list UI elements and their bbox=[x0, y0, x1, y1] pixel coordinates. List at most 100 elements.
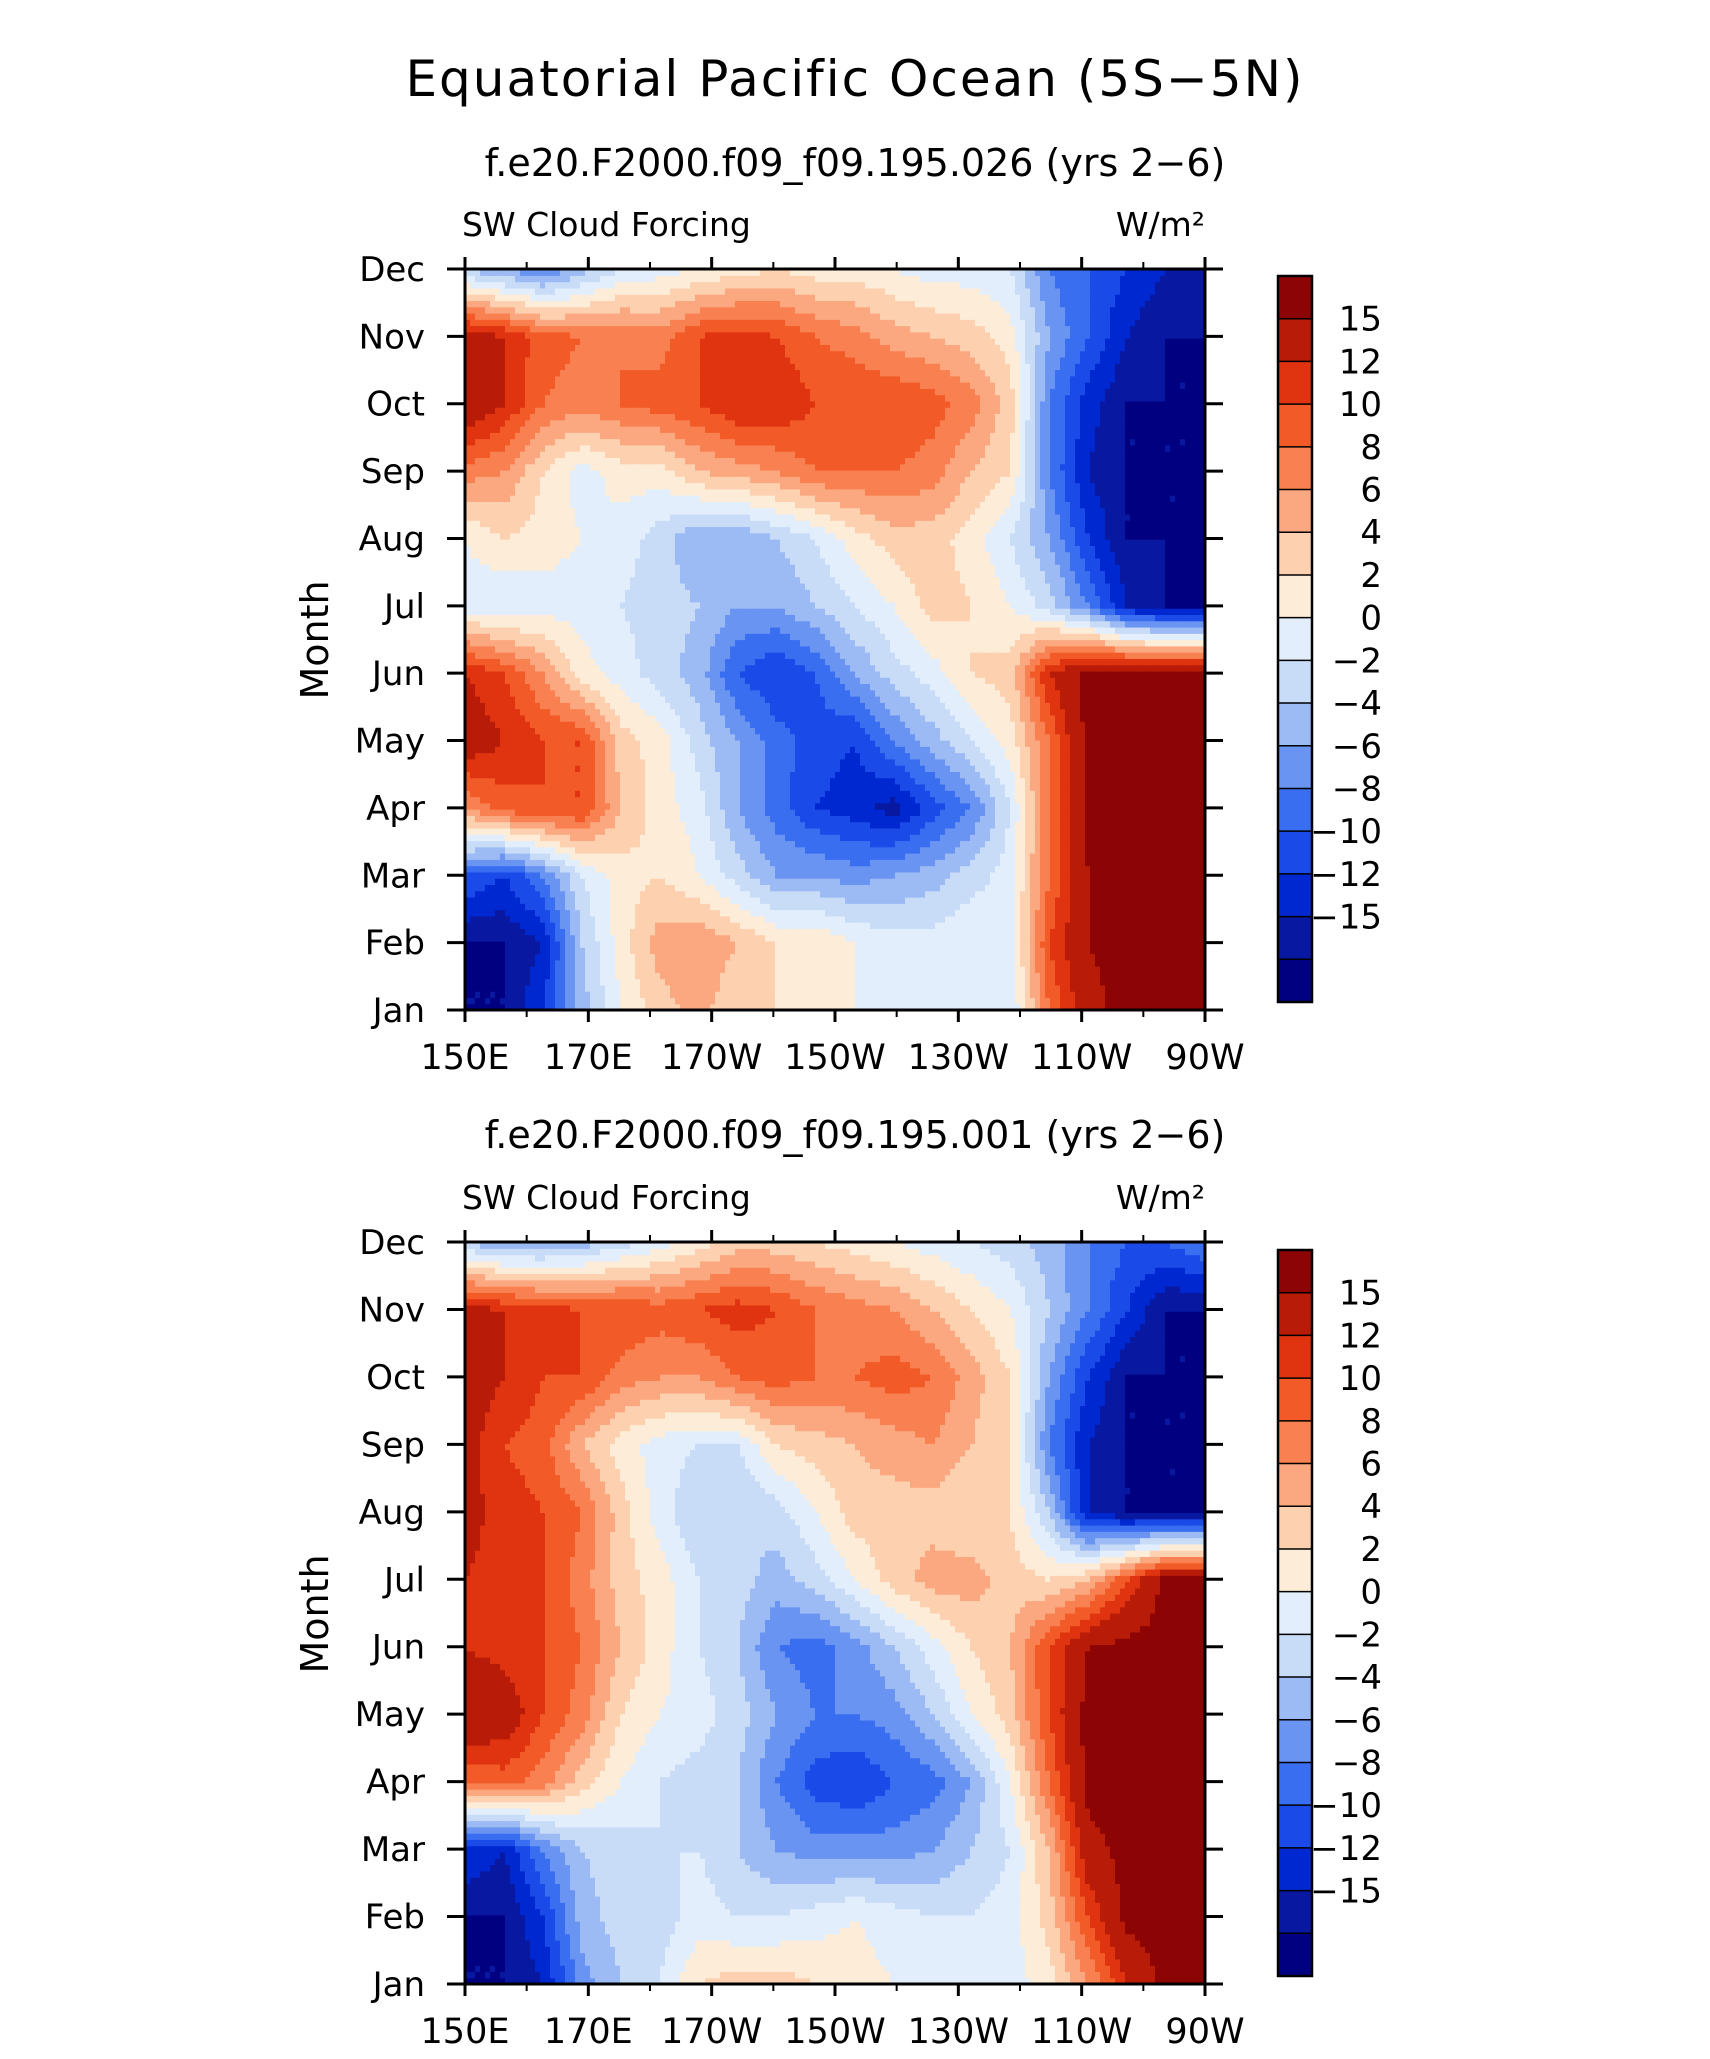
heatmap-cell bbox=[1065, 960, 1071, 967]
heatmap-cell bbox=[785, 815, 791, 822]
heatmap-cell bbox=[1090, 922, 1096, 929]
heatmap-cell bbox=[800, 803, 806, 810]
heatmap-cell bbox=[1070, 960, 1076, 967]
heatmap-cell bbox=[565, 947, 571, 954]
heatmap-cell bbox=[690, 953, 696, 960]
heatmap-cell bbox=[690, 947, 696, 954]
heatmap-cell bbox=[560, 834, 566, 841]
heatmap-cell bbox=[1040, 809, 1046, 816]
heatmap-cell bbox=[610, 884, 616, 891]
heatmap-cell bbox=[1010, 979, 1016, 986]
heatmap-cell bbox=[760, 809, 766, 816]
heatmap-cell bbox=[520, 897, 526, 904]
heatmap-cell bbox=[510, 953, 516, 960]
heatmap-cell bbox=[575, 847, 581, 854]
heatmap-cell bbox=[720, 991, 726, 998]
heatmap-cell bbox=[620, 859, 626, 866]
heatmap-cell bbox=[1180, 803, 1186, 810]
heatmap-cell bbox=[985, 897, 991, 904]
heatmap-cell bbox=[1115, 822, 1121, 829]
heatmap-cell bbox=[555, 828, 561, 835]
heatmap-cell bbox=[1185, 809, 1191, 816]
heatmap-cell bbox=[635, 916, 641, 923]
heatmap-cell bbox=[470, 966, 476, 973]
heatmap-cell bbox=[1075, 991, 1081, 998]
heatmap-cell bbox=[1000, 796, 1006, 803]
heatmap-cell bbox=[635, 972, 641, 979]
heatmap-cell bbox=[1040, 910, 1046, 917]
heatmap-cell bbox=[830, 960, 836, 967]
heatmap-cell bbox=[1110, 815, 1116, 822]
heatmap-cell bbox=[760, 878, 766, 885]
heatmap-cell bbox=[940, 897, 946, 904]
heatmap-cell bbox=[1190, 966, 1196, 973]
heatmap-cell bbox=[640, 935, 646, 942]
heatmap-cell bbox=[530, 834, 536, 841]
heatmap-cell bbox=[755, 884, 761, 891]
heatmap-cell bbox=[620, 853, 626, 860]
heatmap-cell bbox=[1050, 866, 1056, 873]
heatmap-cell bbox=[795, 947, 801, 954]
heatmap-cell bbox=[1045, 866, 1051, 873]
heatmap-cell bbox=[990, 803, 996, 810]
heatmap-cell bbox=[1195, 935, 1201, 942]
heatmap-cell bbox=[740, 935, 746, 942]
heatmap-cell bbox=[1020, 985, 1026, 992]
heatmap-cell bbox=[820, 972, 826, 979]
heatmap-cell bbox=[555, 884, 561, 891]
heatmap-cell bbox=[1170, 928, 1176, 935]
heatmap-cell bbox=[565, 853, 571, 860]
heatmap-cell bbox=[880, 960, 886, 967]
heatmap-cell bbox=[890, 979, 896, 986]
heatmap-cell bbox=[1115, 815, 1121, 822]
heatmap-cell bbox=[510, 803, 516, 810]
heatmap-cell bbox=[940, 840, 946, 847]
heatmap-cell bbox=[990, 960, 996, 967]
heatmap-cell bbox=[950, 866, 956, 873]
heatmap-cell bbox=[890, 878, 896, 885]
heatmap-cell bbox=[685, 941, 691, 948]
heatmap-cell bbox=[990, 809, 996, 816]
heatmap-cell bbox=[1000, 947, 1006, 954]
heatmap-cell bbox=[1140, 935, 1146, 942]
heatmap-cell bbox=[840, 960, 846, 967]
heatmap-cell bbox=[615, 878, 621, 885]
heatmap-cell bbox=[560, 928, 566, 935]
heatmap-cell bbox=[1055, 985, 1061, 992]
heatmap-cell bbox=[1080, 847, 1086, 854]
heatmap-cell bbox=[975, 853, 981, 860]
heatmap-cell bbox=[1140, 972, 1146, 979]
heatmap-cell bbox=[875, 985, 881, 992]
heatmap-cell bbox=[700, 985, 706, 992]
heatmap-cell bbox=[855, 947, 861, 954]
heatmap-cell bbox=[835, 809, 841, 816]
heatmap-cell bbox=[870, 796, 876, 803]
heatmap-cell bbox=[995, 822, 1001, 829]
heatmap-cell bbox=[600, 891, 606, 898]
heatmap-cell bbox=[1080, 822, 1086, 829]
heatmap-cell bbox=[1130, 972, 1136, 979]
heatmap-cell bbox=[565, 859, 571, 866]
heatmap-cell bbox=[1075, 853, 1081, 860]
heatmap-cell bbox=[680, 935, 686, 942]
heatmap-cell bbox=[580, 922, 586, 929]
heatmap-cell bbox=[1035, 928, 1041, 935]
heatmap-cell bbox=[970, 935, 976, 942]
heatmap-cell bbox=[1175, 834, 1181, 841]
heatmap-cell bbox=[795, 872, 801, 879]
heatmap-cell bbox=[710, 903, 716, 910]
heatmap-cell bbox=[950, 891, 956, 898]
heatmap-cell bbox=[620, 897, 626, 904]
heatmap-cell bbox=[995, 935, 1001, 942]
heatmap-cell bbox=[835, 922, 841, 929]
heatmap-cell bbox=[920, 960, 926, 967]
heatmap-cell bbox=[1140, 991, 1146, 998]
heatmap-cell bbox=[570, 828, 576, 835]
heatmap-cell bbox=[1190, 985, 1196, 992]
heatmap-cell bbox=[870, 935, 876, 942]
heatmap-cell bbox=[510, 941, 516, 948]
heatmap-cell bbox=[490, 991, 496, 998]
heatmap-cell bbox=[475, 796, 481, 803]
heatmap-cell bbox=[470, 891, 476, 898]
heatmap-cell bbox=[745, 928, 751, 935]
